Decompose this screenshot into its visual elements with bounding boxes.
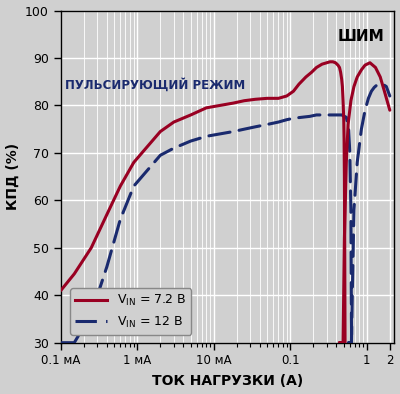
Legend: $\mathsf{V_{IN}}$ = 7.2 В, $\mathsf{V_{IN}}$ = 12 В: $\mathsf{V_{IN}}$ = 7.2 В, $\mathsf{V_{I… [70,288,191,335]
Text: ПУЛЬСИРУЮЩИЙ РЕЖИМ: ПУЛЬСИРУЮЩИЙ РЕЖИМ [66,78,246,92]
Y-axis label: КПД (%): КПД (%) [6,143,20,210]
X-axis label: ТОК НАГРУЗКИ (А): ТОК НАГРУЗКИ (А) [152,374,303,388]
Text: ШИМ: ШИМ [338,30,385,45]
